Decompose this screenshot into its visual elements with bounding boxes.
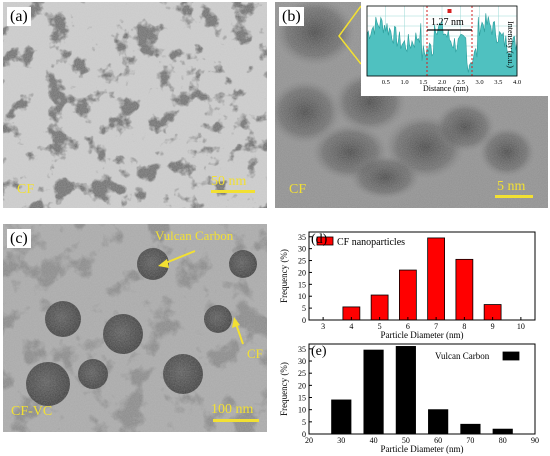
cf-x-axis-label: Particle Diameter (nm) [381, 330, 464, 340]
intensity-profile-inset: 0.5 1.0 1.5 2.0 2.5 3.0 3.5 4.0 1.27 nm Distanc… [361, 2, 548, 96]
cf-y-axis-label: Frequency (%) [279, 249, 289, 303]
cf-y-tick-label: 25 [298, 257, 306, 266]
inset-x-tick-label: 2.0 [438, 79, 446, 86]
vc-x-tick-label: 80 [499, 436, 507, 445]
panel-letter-e: (e) [311, 344, 327, 359]
sample-label-a: CF [17, 182, 35, 197]
vc-y-tick-label: 5 [302, 418, 306, 427]
cf-x-tick-label: 8 [462, 322, 466, 331]
cf-plot-frame [308, 231, 536, 321]
panel-letter-a: (a) [7, 7, 31, 26]
cf-x-tick-label: 3 [321, 322, 325, 331]
vc-legend-label: Vulcan Carbon [435, 351, 490, 361]
panel-letter-c: (c) [7, 229, 31, 248]
cf-bar [427, 237, 445, 321]
vc-y-tick-label: 15 [298, 394, 306, 403]
cf-y-tick-label: 5 [302, 304, 306, 313]
scale-bar-label-c: 100 nm [211, 402, 254, 417]
vc-y-tick-label: 25 [298, 369, 306, 378]
inset-measurement-label: 1.27 nm [431, 17, 464, 28]
panel-a-tem-image: (a) CF 50 nm [3, 2, 267, 208]
cf-x-tick-label: 10 [517, 322, 525, 331]
cf-y-tick-label: 20 [298, 268, 306, 277]
vc-y-tick-label: 35 [298, 345, 306, 354]
tem-image-c [3, 224, 267, 432]
annotation-vulcan-carbon: Vulcan Carbon [155, 228, 234, 243]
vc-legend-swatch [502, 351, 520, 361]
cf-x-tick-label: 5 [378, 322, 382, 331]
cf-y-tick-label: 0 [302, 316, 306, 325]
cf-x-tick-label: 7 [434, 322, 438, 331]
vc-x-tick-label: 90 [531, 436, 539, 445]
cf-y-tick-label: 15 [298, 280, 306, 289]
arrow-cf [235, 323, 244, 345]
vc-y-tick-label: 10 [298, 406, 306, 415]
panel-letter-b: (b) [279, 7, 304, 26]
measure-marker [447, 9, 452, 13]
tem-image-a [3, 2, 267, 208]
cf-bar [370, 294, 389, 321]
inset-x-tick-label: 3.5 [494, 79, 502, 86]
cf-y-tick-label: 35 [298, 233, 306, 242]
vc-x-tick-label: 30 [337, 436, 345, 445]
intensity-profile-area [366, 13, 518, 77]
intensity-profile-plot: 0.5 1.0 1.5 2.0 2.5 3.0 3.5 4.0 [361, 2, 548, 96]
vc-plot-frame [308, 343, 536, 435]
inset-xlabel: Distance (nm) [423, 84, 469, 93]
vc-bar [363, 349, 384, 435]
vc-x-tick-label: 60 [434, 436, 442, 445]
vc-x-tick-label: 40 [370, 436, 378, 445]
panel-letter-d: (d) [311, 232, 328, 247]
panel-d-histogram: 3 4 5 6 7 8 9 10 0 5 10 15 20 25 30 35 Particle Diameter… [275, 224, 548, 342]
vc-x-tick-label: 20 [305, 436, 313, 445]
vc-bar [331, 399, 352, 435]
cf-x-tick-label: 6 [406, 322, 410, 331]
cf-legend-label: CF nanoparticles [337, 237, 405, 248]
vc-y-axis-label: Frequency (%) [279, 362, 289, 416]
cf-y-tick-label: 10 [298, 292, 306, 301]
vc-x-axis-label: Particle Diameter (nm) [381, 444, 464, 454]
inset-x-tick-label: 2.5 [457, 79, 465, 86]
cf-legend-swatch [316, 236, 334, 246]
inset-x-tick-label: 1.0 [400, 79, 408, 86]
inset-x-tick-label: 4.0 [513, 79, 521, 86]
scale-bar-a [211, 190, 255, 193]
scale-bar-label-a: 50 nm [211, 174, 247, 189]
cf-bar [455, 258, 474, 321]
sample-label-c: CF-VC [11, 404, 53, 419]
vc-y-tick-label: 30 [298, 357, 306, 366]
panel-b-hrtem-image: (b) 0.5 1.0 1.5 2.0 2.5 3.0 3.5 4.0 1.27 nm Dis… [275, 2, 548, 208]
scale-bar-b [495, 195, 533, 198]
sample-label-b: CF [289, 182, 307, 197]
annotation-cf: CF [247, 346, 263, 361]
panel-e-histogram: 20 30 40 50 60 70 80 90 0 5 10 15 20 25 30 35 Particle D… [275, 336, 548, 456]
scale-bar-c [213, 419, 259, 422]
vc-y-tick-label: 0 [302, 430, 306, 439]
vc-x-tick-label: 70 [466, 436, 474, 445]
vc-y-tick-label: 20 [298, 381, 306, 390]
vc-bar [428, 409, 449, 435]
cf-x-tick-label: 4 [349, 322, 353, 331]
inset-ylabel: Intensity (a.u.) [505, 21, 515, 68]
histogram-cf: 3 4 5 6 7 8 9 10 0 5 10 15 20 25 30 35 Particle Diameter… [279, 231, 536, 340]
vc-bar [395, 346, 416, 435]
cf-x-tick-label: 9 [491, 322, 495, 331]
scale-bar-label-b: 5 nm [497, 179, 526, 194]
arrow-vulcan-carbon [162, 250, 196, 265]
inset-x-tick-label: 1.5 [419, 79, 427, 86]
vc-x-tick-label: 50 [402, 436, 410, 445]
inset-x-tick-label: 3.0 [475, 79, 483, 86]
cf-bar [399, 269, 417, 321]
panel-c-tem-image: (c) Vulcan Carbon CF CF-VC 100 nm [3, 224, 267, 432]
histogram-vulcan-carbon: 20 30 40 50 60 70 80 90 0 5 10 15 20 25 30 35 Particle D… [279, 343, 539, 454]
inset-x-tick-label: 0.5 [382, 79, 390, 86]
cf-y-tick-label: 30 [298, 245, 306, 254]
